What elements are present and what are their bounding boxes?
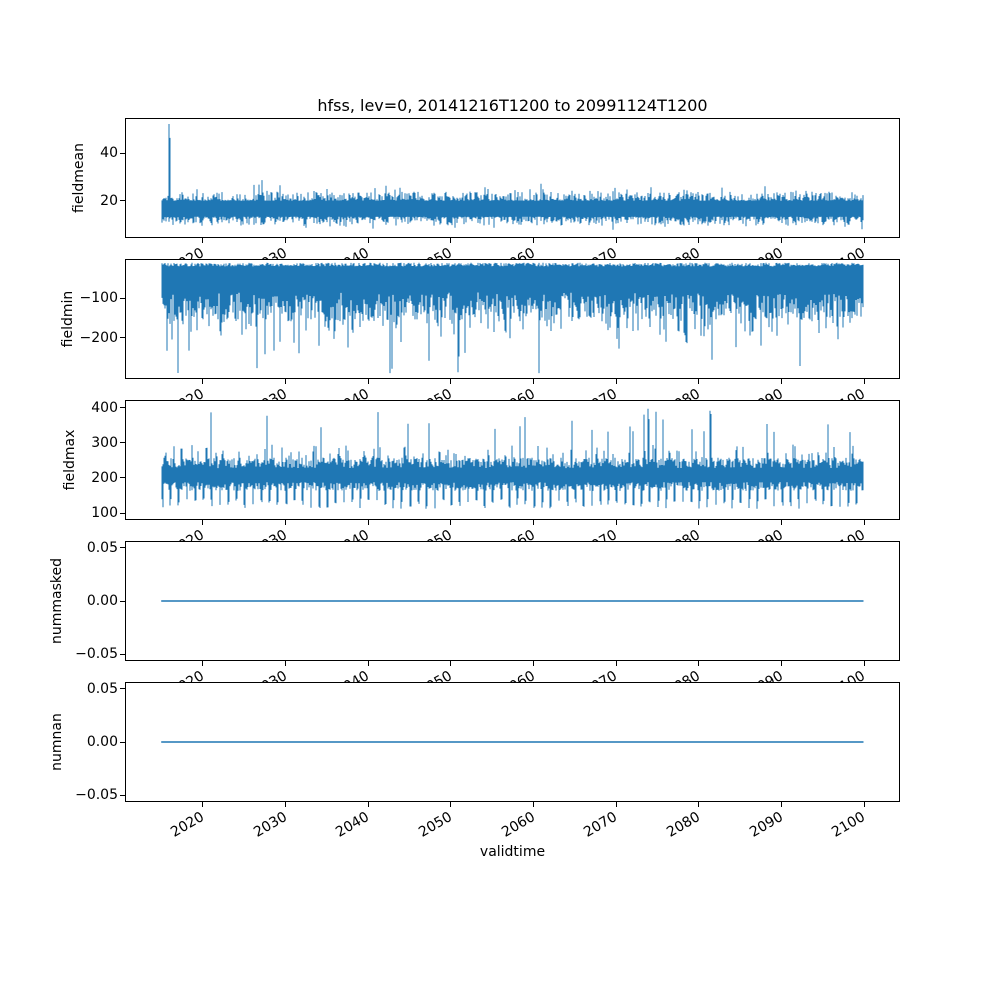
x-tick-mark [863,520,865,525]
subplot-fieldmax: fieldmax 4003002001002020203020402050206… [0,399,1000,559]
y-tick-label: 40 [100,145,118,162]
subplot-fieldmean: fieldmean 402020202030204020502060207020… [0,118,1000,277]
plot-area-numnan [125,682,900,802]
x-tick-mark [533,802,535,807]
x-tick-mark [367,802,369,807]
x-tick-mark [698,520,700,525]
x-tick-mark [615,379,617,384]
x-tick-mark [450,238,452,243]
y-tick-mark [120,297,125,299]
x-tick-mark [615,238,617,243]
x-tick-mark [698,238,700,243]
y-tick-mark [120,794,125,796]
y-tick-label: 0.05 [86,680,118,697]
x-tick-mark [533,379,535,384]
x-tick-mark [450,661,452,666]
x-tick-mark [367,379,369,384]
y-tick-label: −100 [79,290,118,307]
series-path [161,408,864,509]
x-tick-mark [615,802,617,807]
y-tick-label: 300 [91,434,118,451]
x-tick-mark [285,802,287,807]
x-tick-mark [450,520,452,525]
x-tick-mark [615,520,617,525]
line-series-nummasked [161,600,864,602]
y-axis-label-fieldmin: fieldmin [60,290,76,348]
y-tick-label: 0.00 [86,734,118,750]
x-tick-mark [285,238,287,243]
y-tick-label: 20 [100,192,118,209]
y-tick-label: −0.05 [75,646,118,663]
subplot-nummasked: nummasked 0.050.00−0.0520202030204020502… [0,539,1000,700]
x-tick-mark [285,661,287,666]
subplot-fieldmin: fieldmin −100−20020202030204020502060207… [0,259,1000,418]
x-tick-mark [615,661,617,666]
y-tick-mark [120,442,125,444]
x-tick-mark [698,802,700,807]
x-tick-mark [285,379,287,384]
y-tick-mark [120,547,125,549]
line-series-fieldmax [161,408,864,509]
x-tick-mark [533,661,535,666]
x-tick-mark [863,238,865,243]
y-tick-mark [120,688,125,690]
y-axis-label-fieldmax: fieldmax [62,429,78,491]
x-tick-mark [863,802,865,807]
x-tick-mark [202,802,204,807]
x-tick-mark [533,520,535,525]
x-tick-mark [781,661,783,666]
y-tick-label: 200 [91,469,118,486]
subplot-numnan: numnan 0.05 0.00 −0.05 2020 2030 2040 2050 2060… [0,680,1000,841]
x-tick-mark [202,520,204,525]
y-tick-mark [120,653,125,655]
y-tick-label: −0.05 [75,787,118,804]
line-series-fieldmean [161,124,864,230]
x-tick-mark [533,238,535,243]
x-tick-mark [450,802,452,807]
x-tick-mark [781,520,783,525]
y-tick-label: 0.00 [86,593,118,609]
plot-area-fieldmin [125,259,900,379]
figure-title: hfss, lev=0, 20141216T1200 to 20991124T1… [317,96,708,115]
x-tick-mark [781,379,783,384]
x-tick-mark [781,802,783,807]
y-tick-label: 100 [91,505,118,522]
series-path [161,262,864,374]
y-tick-mark [120,512,125,514]
x-axis-label: validtime [479,844,546,860]
y-tick-mark [120,337,125,339]
x-tick-mark [202,661,204,666]
y-tick-label: 400 [91,399,118,416]
plot-area-fieldmax [125,400,900,520]
plot-area-fieldmean [125,118,900,238]
y-tick-mark [120,200,125,202]
x-tick-mark [202,379,204,384]
x-tick-mark [450,379,452,384]
y-tick-label: −200 [79,329,118,346]
x-tick-mark [367,661,369,666]
line-series-fieldmin [161,262,864,374]
y-tick-mark [120,741,125,743]
y-tick-mark [120,600,125,602]
y-tick-label: 0.05 [86,539,118,556]
x-tick-mark [367,238,369,243]
x-tick-mark [863,379,865,384]
plot-area-nummasked [125,541,900,661]
y-tick-mark [120,152,125,154]
y-tick-mark [120,407,125,409]
series-path [161,124,864,230]
line-series-numnan [161,741,864,743]
y-axis-label-fieldmean: fieldmean [71,143,87,213]
x-tick-mark [698,379,700,384]
y-tick-mark [120,477,125,479]
x-tick-mark [698,661,700,666]
x-tick-mark [863,661,865,666]
x-tick-mark [285,520,287,525]
x-tick-mark [781,238,783,243]
x-tick-mark [202,238,204,243]
x-tick-mark [367,520,369,525]
